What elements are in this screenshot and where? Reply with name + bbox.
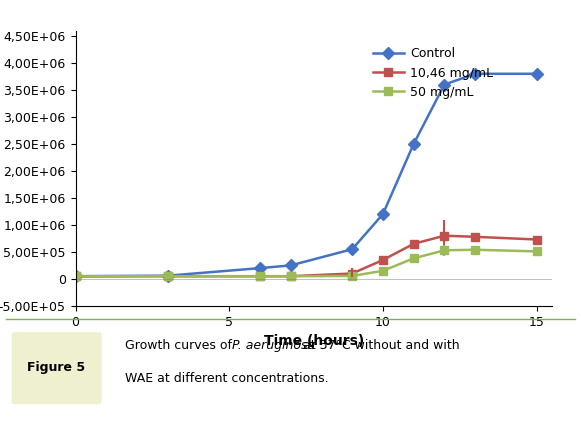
Line: 50 mg/mL: 50 mg/mL — [71, 246, 541, 281]
Control — [287, 263, 294, 268]
Control — [441, 82, 448, 87]
Control — [72, 274, 79, 279]
10,46 mg/mL — [441, 233, 448, 238]
Control — [472, 71, 479, 76]
X-axis label: Time (hours): Time (hours) — [264, 334, 364, 348]
Control — [379, 212, 386, 217]
10,46 mg/mL — [472, 234, 479, 239]
10,46 mg/mL — [533, 237, 540, 242]
50 mg/mL — [379, 268, 386, 274]
Line: 10,46 mg/mL: 10,46 mg/mL — [71, 232, 541, 281]
10,46 mg/mL — [72, 274, 79, 279]
10,46 mg/mL — [410, 241, 417, 246]
Text: Figure 5: Figure 5 — [27, 361, 85, 375]
50 mg/mL — [410, 256, 417, 261]
Text: WAE at different concentrations.: WAE at different concentrations. — [125, 371, 328, 385]
10,46 mg/mL — [256, 274, 263, 279]
Text: Growth curves of: Growth curves of — [125, 339, 236, 352]
Control — [164, 273, 171, 278]
50 mg/mL — [349, 273, 356, 278]
50 mg/mL — [533, 249, 540, 254]
Control — [533, 71, 540, 76]
Text: at 37°C without and with: at 37°C without and with — [299, 339, 460, 352]
Control — [349, 246, 356, 252]
50 mg/mL — [441, 248, 448, 253]
Control — [256, 266, 263, 271]
10,46 mg/mL — [379, 257, 386, 263]
50 mg/mL — [287, 274, 294, 279]
50 mg/mL — [72, 274, 79, 279]
10,46 mg/mL — [349, 271, 356, 276]
50 mg/mL — [472, 247, 479, 253]
50 mg/mL — [164, 274, 171, 279]
Text: P. aeruginosa: P. aeruginosa — [232, 339, 315, 352]
Line: Control: Control — [71, 69, 541, 281]
50 mg/mL — [256, 274, 263, 279]
Legend: Control, 10,46 mg/mL, 50 mg/mL: Control, 10,46 mg/mL, 50 mg/mL — [368, 42, 498, 104]
10,46 mg/mL — [287, 274, 294, 279]
10,46 mg/mL — [164, 274, 171, 279]
Control — [410, 141, 417, 146]
